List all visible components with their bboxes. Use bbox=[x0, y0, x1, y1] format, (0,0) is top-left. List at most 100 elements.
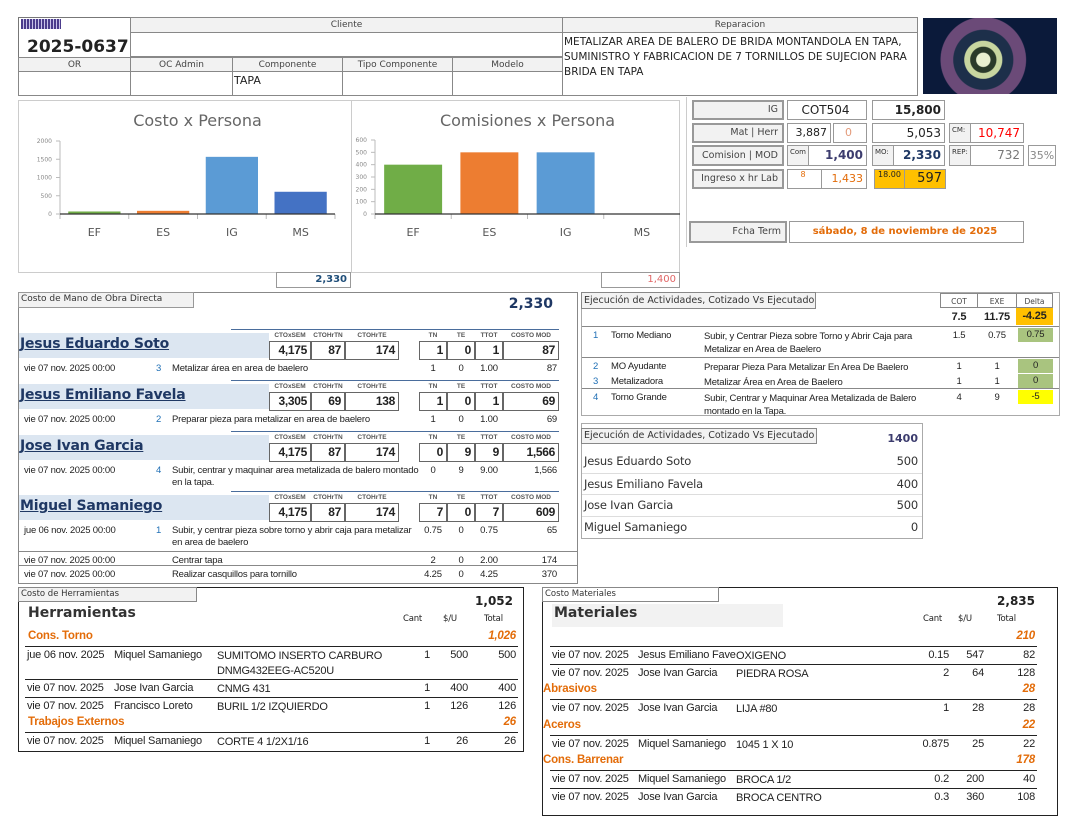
mo-label: MO: bbox=[875, 148, 889, 156]
oc-admin-value bbox=[130, 71, 233, 96]
item-date: vie 07 nov. 2025 bbox=[27, 682, 104, 694]
column-label: TN bbox=[428, 332, 438, 339]
item-date: vie 07 nov. 2025 bbox=[552, 773, 629, 785]
activity-number: 1 bbox=[593, 330, 599, 341]
column-label: CTOHrTN bbox=[313, 383, 343, 390]
group-total: 26 bbox=[503, 716, 517, 728]
task-row: vie 07 nov. 2025 00:00 4 Subir, centrar y … bbox=[19, 462, 577, 491]
item-person: Miquel Samaniego bbox=[114, 735, 202, 747]
item-unit-price: 26 bbox=[456, 735, 468, 747]
item-unit-price: 547 bbox=[966, 649, 984, 661]
comisiones-section: Ejecución de Actividades, Cotizado Vs Ej… bbox=[581, 423, 923, 539]
item-description: OXIGENO bbox=[736, 650, 786, 662]
task-costo: 1,566 bbox=[534, 465, 557, 476]
column-label: CTOHrTE bbox=[357, 332, 387, 339]
commission-value: 0 bbox=[910, 519, 918, 534]
person-stat: 174 bbox=[345, 443, 399, 462]
comisiones-x-persona-chart: Comisiones x Persona 0 100 200 300 400 500 600 E… bbox=[356, 111, 680, 239]
tipo-componente-value bbox=[342, 71, 453, 96]
cliente-label: Cliente bbox=[130, 17, 563, 33]
task-date: vie 07 nov. 2025 00:00 bbox=[24, 414, 116, 425]
mod-people-list: CTOxSEM CTOHrTN CTOHrTE TN TE TTOT COSTO MOD Je… bbox=[19, 329, 577, 580]
task-number: 4 bbox=[156, 465, 162, 476]
total-header: Total bbox=[484, 614, 503, 624]
task-date: vie 07 nov. 2025 00:00 bbox=[24, 569, 116, 580]
cm-label-cell: CM: bbox=[949, 123, 971, 143]
task-costo: 370 bbox=[541, 569, 557, 580]
exe-total: 11.75 bbox=[984, 311, 1010, 323]
task-date: vie 07 nov. 2025 00:00 bbox=[24, 555, 116, 566]
item-cant: 0.3 bbox=[934, 790, 949, 803]
column-labels: CTOxSEM CTOHrTN CTOHrTE TN TE TTOT COSTO MOD bbox=[19, 431, 577, 442]
commission-person: Miguel Samaniego bbox=[584, 519, 687, 534]
cot-total: 7.5 bbox=[951, 311, 967, 323]
costo-total: 2,330 bbox=[276, 272, 351, 288]
cot-header: COT bbox=[940, 293, 978, 308]
person-stat: 87 bbox=[311, 503, 345, 522]
item-total: 40 bbox=[1023, 773, 1035, 785]
task-description: Subir, centrar y maquinar area metalizad… bbox=[172, 465, 419, 488]
commission-value: 500 bbox=[896, 454, 919, 468]
column-label: CTOHrTN bbox=[313, 332, 343, 339]
item-description: BROCA 1/2 bbox=[736, 774, 792, 786]
activity-row: 1 Torno Mediano Subir, y Centrar Pieza sob… bbox=[582, 327, 1059, 357]
item-person: Miquel Samaniego bbox=[114, 649, 202, 661]
task-tn: 2 bbox=[430, 555, 436, 566]
group-total: 22 bbox=[1022, 718, 1036, 731]
delta-header: Delta bbox=[1016, 293, 1053, 308]
commission-row: Jesus Eduardo Soto 500 bbox=[582, 451, 922, 473]
person-name[interactable]: Jesus Emiliano Favela bbox=[20, 387, 186, 403]
rep-pct: 35% bbox=[1028, 145, 1056, 166]
commission-row: Jesus Emiliano Favela 400 bbox=[582, 472, 922, 495]
task-date: vie 07 nov. 2025 00:00 bbox=[24, 363, 116, 374]
column-label: TTOT bbox=[480, 383, 498, 390]
task-ttot: 0.75 bbox=[480, 525, 498, 536]
group-name: Cons. Barrenar bbox=[543, 754, 624, 766]
activity-number: 4 bbox=[593, 392, 599, 403]
person-name[interactable]: Miguel Samaniego bbox=[20, 498, 163, 514]
activity-description: Preparar Pieza Para Metalizar En Area De… bbox=[704, 362, 909, 373]
person-row: Jesus Emiliano Favela 3,305 69 138 1 0 1 69 bbox=[19, 384, 577, 411]
person-header-line bbox=[231, 431, 559, 432]
person-stat: 1,566 bbox=[503, 443, 559, 462]
chart-title: Costo x Persona bbox=[133, 111, 262, 130]
su-header: $/U bbox=[443, 614, 457, 624]
task-row: vie 07 nov. 2025 00:00 Centrar tapa 2 0 2.00… bbox=[19, 551, 577, 566]
cliente-value bbox=[130, 32, 563, 57]
x-tick-label: ES bbox=[482, 226, 496, 239]
mat-value: 3,887 bbox=[787, 123, 831, 143]
item-row: vie 07 nov. 2025 Jose Ivan Garcia BROCA CE… bbox=[543, 787, 1057, 806]
person-block: CTOxSEM CTOHrTN CTOHrTE TN TE TTOT COSTO MOD Je… bbox=[19, 380, 577, 431]
ejecucion-title: Ejecución de Actividades, Cotizado Vs Ej… bbox=[581, 292, 816, 309]
item-unit-price: 25 bbox=[972, 737, 984, 750]
mat-herr-total: 5,053 bbox=[872, 123, 945, 143]
column-label: CTOxSEM bbox=[274, 434, 306, 441]
activity-cot: 1.5 bbox=[952, 330, 966, 341]
fecha-term-value: sábado, 8 de noviembre de 2025 bbox=[789, 221, 1024, 243]
activity-delta: 0 bbox=[1018, 374, 1053, 388]
person-name[interactable]: Jose Ivan Garcia bbox=[20, 438, 144, 454]
item-cant: 1 bbox=[424, 682, 430, 694]
group-row: Cons. Torno 1,026 bbox=[19, 628, 523, 646]
activity-cot: 1 bbox=[956, 361, 962, 372]
task-number: 3 bbox=[156, 363, 162, 374]
ingreso-label: Ingreso x hr Lab bbox=[692, 169, 784, 189]
fecha-term-label: Fcha Term bbox=[689, 221, 787, 243]
bar-EF bbox=[384, 164, 443, 214]
person-name[interactable]: Jesus Eduardo Soto bbox=[20, 336, 170, 352]
or-label: OR bbox=[18, 57, 131, 72]
exe-header: EXE bbox=[977, 293, 1017, 308]
activity-description: Metalizar Área en Area de Baelero bbox=[704, 377, 843, 388]
item-person: Jose Ivan Garcia bbox=[114, 682, 194, 694]
group-name: Cons. Torno bbox=[28, 630, 93, 642]
mod-section: Costo de Mano de Obra Directa 2,330 CTOx… bbox=[18, 292, 578, 584]
person-stat: 7 bbox=[419, 503, 447, 522]
commission-person: Jose Ivan Garcia bbox=[584, 498, 674, 512]
componente-label: Componente bbox=[232, 57, 343, 72]
group-total: 210 bbox=[1016, 630, 1035, 642]
part-photo-image bbox=[923, 18, 1057, 94]
bar-IG bbox=[205, 156, 258, 214]
activity-description: Subir, y Centrar Pieza sobre Torno y Abr… bbox=[704, 331, 913, 355]
person-stat: 87 bbox=[311, 341, 345, 360]
cm-label: CM: bbox=[952, 126, 966, 134]
